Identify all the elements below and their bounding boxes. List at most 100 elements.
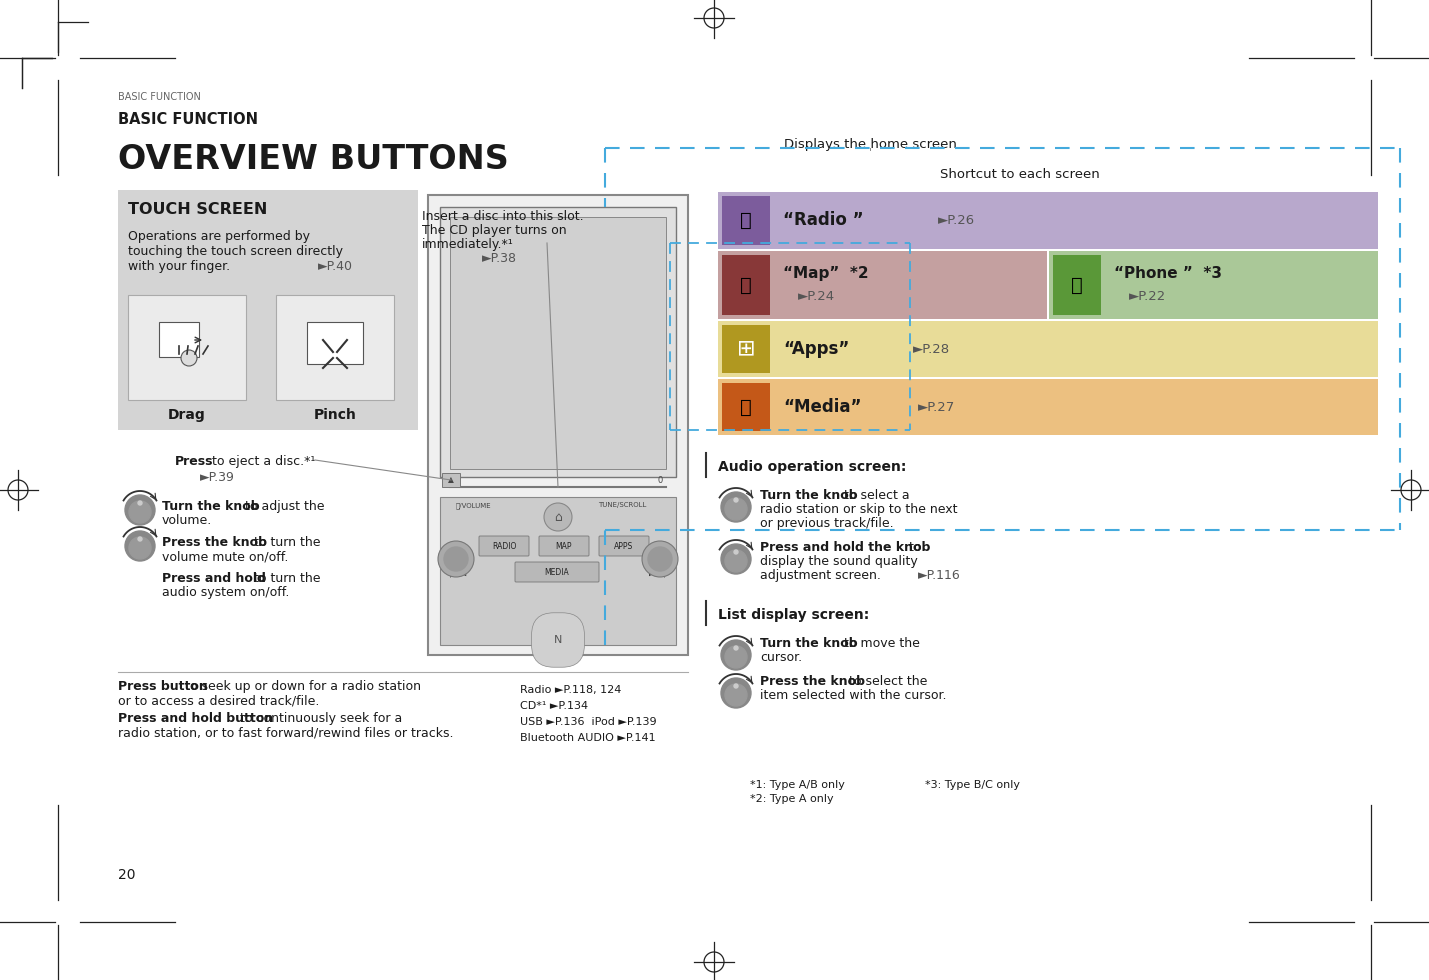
FancyBboxPatch shape bbox=[1049, 251, 1378, 319]
Circle shape bbox=[181, 350, 197, 366]
Text: volume.: volume. bbox=[161, 514, 213, 527]
Text: |◀◀: |◀◀ bbox=[449, 566, 467, 577]
Text: volume mute on/off.: volume mute on/off. bbox=[161, 550, 289, 563]
Text: BASIC FUNCTION: BASIC FUNCTION bbox=[119, 112, 259, 127]
FancyBboxPatch shape bbox=[442, 473, 460, 487]
FancyBboxPatch shape bbox=[514, 562, 599, 582]
Text: Press the knob: Press the knob bbox=[161, 536, 267, 549]
Text: ►P.26: ►P.26 bbox=[937, 214, 975, 226]
FancyBboxPatch shape bbox=[539, 536, 589, 556]
Text: List display screen:: List display screen: bbox=[717, 608, 869, 622]
Circle shape bbox=[544, 503, 572, 531]
FancyBboxPatch shape bbox=[722, 255, 770, 315]
Text: audio system on/off.: audio system on/off. bbox=[161, 586, 290, 599]
Circle shape bbox=[725, 684, 747, 706]
Circle shape bbox=[139, 501, 141, 505]
Text: Pinch: Pinch bbox=[313, 408, 356, 422]
FancyBboxPatch shape bbox=[450, 217, 666, 469]
Text: Bluetooth AUDIO ►P.141: Bluetooth AUDIO ►P.141 bbox=[520, 733, 656, 743]
Text: ⏻/VOLUME: ⏻/VOLUME bbox=[456, 502, 492, 509]
FancyBboxPatch shape bbox=[429, 195, 687, 655]
Circle shape bbox=[722, 640, 752, 670]
Circle shape bbox=[642, 541, 677, 577]
Text: Turn the knob: Turn the knob bbox=[760, 637, 857, 650]
Text: *1: Type A/B only: *1: Type A/B only bbox=[750, 780, 845, 790]
FancyBboxPatch shape bbox=[717, 251, 1047, 319]
Circle shape bbox=[735, 498, 737, 502]
Text: ►P.40: ►P.40 bbox=[319, 260, 353, 273]
Text: “Phone ”  *3: “Phone ” *3 bbox=[1115, 266, 1222, 280]
Circle shape bbox=[129, 537, 151, 559]
Text: *3: Type B/C only: *3: Type B/C only bbox=[925, 780, 1020, 790]
Text: 📞: 📞 bbox=[1072, 275, 1083, 295]
Text: MAP: MAP bbox=[556, 542, 572, 551]
Text: ⌂: ⌂ bbox=[554, 511, 562, 523]
Text: to select the: to select the bbox=[845, 675, 927, 688]
Text: immediately.*¹: immediately.*¹ bbox=[422, 238, 514, 251]
Text: ⊞: ⊞ bbox=[737, 339, 756, 359]
Text: 📀: 📀 bbox=[740, 398, 752, 416]
Text: CD*¹ ►P.134: CD*¹ ►P.134 bbox=[520, 701, 589, 711]
Circle shape bbox=[439, 541, 474, 577]
Text: Drag: Drag bbox=[169, 408, 206, 422]
FancyBboxPatch shape bbox=[722, 196, 770, 245]
FancyBboxPatch shape bbox=[440, 207, 676, 477]
Text: to eject a disc.*¹: to eject a disc.*¹ bbox=[209, 455, 316, 468]
FancyBboxPatch shape bbox=[276, 295, 394, 400]
Text: to seek up or down for a radio station: to seek up or down for a radio station bbox=[181, 680, 422, 693]
Text: Displays the home screen: Displays the home screen bbox=[783, 138, 956, 151]
FancyBboxPatch shape bbox=[159, 322, 199, 357]
FancyBboxPatch shape bbox=[119, 190, 419, 430]
Text: radio station or skip to the next: radio station or skip to the next bbox=[760, 503, 957, 516]
Text: to continuously seek for a: to continuously seek for a bbox=[236, 712, 402, 725]
Text: ►P.38: ►P.38 bbox=[482, 252, 517, 265]
Text: to turn the: to turn the bbox=[250, 536, 320, 549]
Text: ►P.116: ►P.116 bbox=[917, 569, 960, 582]
FancyBboxPatch shape bbox=[599, 536, 649, 556]
Text: TOUCH SCREEN: TOUCH SCREEN bbox=[129, 202, 267, 217]
Text: or previous track/file.: or previous track/file. bbox=[760, 517, 893, 530]
Text: Radio ►P.118, 124: Radio ►P.118, 124 bbox=[520, 685, 622, 695]
FancyBboxPatch shape bbox=[440, 497, 676, 645]
Text: *2: Type A only: *2: Type A only bbox=[750, 794, 833, 804]
FancyBboxPatch shape bbox=[307, 322, 363, 364]
Text: MEDIA: MEDIA bbox=[544, 567, 569, 576]
Circle shape bbox=[722, 678, 752, 708]
Circle shape bbox=[444, 547, 469, 571]
Text: to turn the: to turn the bbox=[250, 572, 320, 585]
Text: display the sound quality: display the sound quality bbox=[760, 555, 917, 568]
Text: or to access a desired track/file.: or to access a desired track/file. bbox=[119, 694, 319, 707]
Text: to move the: to move the bbox=[840, 637, 920, 650]
Text: Operations are performed by: Operations are performed by bbox=[129, 230, 310, 243]
FancyBboxPatch shape bbox=[717, 321, 1378, 377]
Circle shape bbox=[124, 531, 154, 561]
Text: Audio operation screen:: Audio operation screen: bbox=[717, 460, 906, 474]
Circle shape bbox=[722, 544, 752, 574]
Circle shape bbox=[139, 537, 141, 541]
Text: ►P.39: ►P.39 bbox=[200, 471, 234, 484]
Circle shape bbox=[735, 550, 737, 554]
Circle shape bbox=[735, 646, 737, 650]
Text: 📻: 📻 bbox=[740, 211, 752, 229]
Text: touching the touch screen directly: touching the touch screen directly bbox=[129, 245, 343, 258]
Text: Press the knob: Press the knob bbox=[760, 675, 865, 688]
Text: APPS: APPS bbox=[614, 542, 633, 551]
Text: adjustment screen.: adjustment screen. bbox=[760, 569, 880, 582]
Text: Press button: Press button bbox=[119, 680, 207, 693]
Circle shape bbox=[124, 495, 154, 525]
FancyBboxPatch shape bbox=[479, 536, 529, 556]
Circle shape bbox=[647, 547, 672, 571]
Circle shape bbox=[722, 492, 752, 522]
Text: Insert a disc into this slot.: Insert a disc into this slot. bbox=[422, 210, 583, 223]
Text: ▶▶|: ▶▶| bbox=[649, 566, 667, 577]
Text: ►P.27: ►P.27 bbox=[917, 401, 955, 414]
FancyBboxPatch shape bbox=[722, 325, 770, 373]
Text: “Apps”: “Apps” bbox=[783, 340, 849, 358]
Text: “Media”: “Media” bbox=[783, 398, 862, 416]
FancyBboxPatch shape bbox=[129, 295, 246, 400]
Text: N: N bbox=[554, 635, 562, 645]
Text: to select a: to select a bbox=[840, 489, 910, 502]
Circle shape bbox=[735, 684, 737, 688]
Text: The CD player turns on: The CD player turns on bbox=[422, 224, 567, 237]
Circle shape bbox=[129, 501, 151, 523]
